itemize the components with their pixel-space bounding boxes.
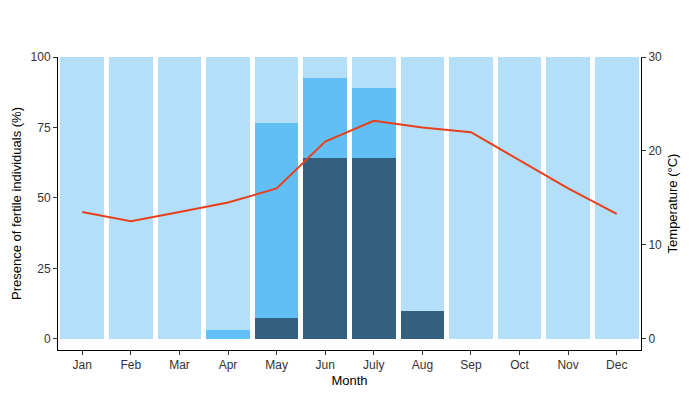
svg-text:Presence of fertile individual: Presence of fertile individuals (%) — [9, 107, 24, 300]
svg-text:Jan: Jan — [73, 358, 92, 372]
svg-text:Nov: Nov — [557, 358, 578, 372]
svg-text:75: 75 — [37, 121, 51, 135]
svg-text:Oct: Oct — [510, 358, 529, 372]
svg-text:0: 0 — [44, 332, 51, 346]
svg-text:Temperature (°C): Temperature (°C) — [665, 154, 680, 254]
svg-text:Aug: Aug — [412, 358, 433, 372]
svg-text:Apr: Apr — [219, 358, 238, 372]
svg-text:100: 100 — [31, 50, 51, 64]
svg-text:Jun: Jun — [316, 358, 335, 372]
svg-text:10: 10 — [648, 238, 662, 252]
svg-text:50: 50 — [37, 191, 51, 205]
svg-text:May: May — [265, 358, 288, 372]
svg-text:Mar: Mar — [169, 358, 190, 372]
svg-text:Feb: Feb — [121, 358, 142, 372]
svg-text:July: July — [363, 358, 384, 372]
svg-text:Dec: Dec — [606, 358, 627, 372]
svg-text:Sep: Sep — [460, 358, 482, 372]
svg-text:30: 30 — [648, 50, 662, 64]
svg-text:0: 0 — [648, 332, 655, 346]
svg-text:25: 25 — [37, 262, 51, 276]
svg-text:Month: Month — [331, 373, 367, 388]
svg-text:20: 20 — [648, 144, 662, 158]
